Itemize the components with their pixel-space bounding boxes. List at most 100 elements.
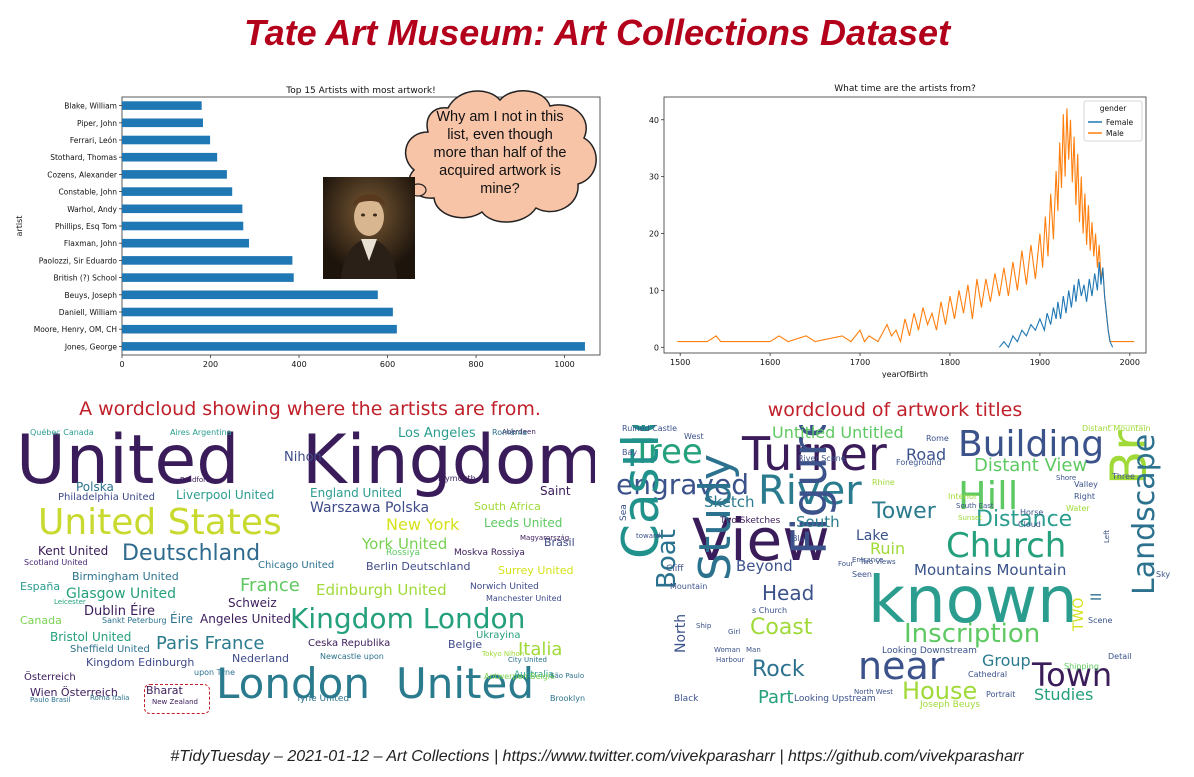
bar — [122, 221, 244, 231]
wordcloud-word: Ruin — [870, 539, 906, 558]
y-tick-label: Paolozzi, Sir Eduardo — [39, 256, 118, 265]
wordcloud-word: Interior — [948, 492, 978, 501]
portrait-painting-icon — [323, 177, 415, 279]
wordcloud-word: River — [758, 468, 862, 514]
wordcloud-word: near — [858, 644, 945, 688]
wordcloud-word: Sheffield United — [70, 644, 150, 655]
wordcloud-word: Aberdeen — [502, 428, 536, 436]
bar — [122, 101, 202, 110]
wordcloud-word: France — [240, 575, 300, 596]
bar — [122, 238, 250, 248]
wordcloud-word: Harbour — [716, 656, 745, 664]
wordcloud-word: South East — [956, 502, 994, 510]
bar — [122, 290, 378, 300]
y-tick-label: Moore, Henry, OM, CH — [34, 325, 117, 334]
bar — [122, 273, 294, 282]
x-tick-label: 600 — [380, 360, 395, 369]
wordcloud-word: Three — [1112, 472, 1135, 481]
wordcloud-word: Shore — [1056, 474, 1077, 482]
wordcloud-word: London — [216, 659, 370, 708]
wordcloud-word: Nederland — [232, 652, 290, 665]
y-tick-label: 20 — [649, 230, 659, 239]
wordcloud-word: Magyarország — [520, 534, 570, 542]
wordcloud-word: Kingdom London — [290, 602, 526, 635]
wordcloud-word: Chicago United — [258, 560, 335, 571]
wordcloud-word: Part — [758, 687, 794, 708]
wordcloud-word: Inscription — [904, 619, 1041, 649]
wordcloud-word: Bharat — [146, 684, 183, 697]
wordcloud-word: Glasgow United — [66, 586, 176, 602]
wordcloud-word: Right — [1074, 492, 1096, 501]
y-tick-label: Warhol, Andy — [67, 205, 117, 214]
wordcloud-word: toward — [636, 532, 661, 540]
wordcloud-word: TWO — [1071, 597, 1087, 631]
wordcloud-word: Bradford — [180, 476, 211, 484]
wordcloud-word: Ceska Republika — [308, 638, 391, 649]
wordcloud-word: Cloud — [1018, 520, 1041, 529]
y-tick-label: Daniell, William — [59, 308, 117, 317]
x-tick-label: 400 — [291, 360, 306, 369]
wordcloud-word: Italia — [518, 639, 563, 660]
wordcloud-word: Ukrayina — [476, 630, 521, 641]
legend-label: Female — [1106, 118, 1134, 127]
y-tick-label: Beuys, Joseph — [65, 291, 118, 300]
series-line-female — [998, 261, 1114, 349]
wordcloud-word: Warszawa Polska — [310, 500, 430, 516]
wordcloud-word: Sunset — [958, 514, 983, 522]
wordcloud-word: Beyond — [736, 557, 793, 575]
wordcloud-word: Distant View — [974, 455, 1088, 476]
wordcloud-word: Rhine — [872, 478, 895, 487]
wordcloud-word: City United — [508, 656, 547, 664]
bharat-highlight-box — [144, 684, 210, 714]
legend-label: Male — [1106, 129, 1124, 138]
wordcloud-word: Coast — [750, 615, 813, 640]
wordcloud-word: Valley — [1074, 480, 1098, 489]
wordcloud-word: Saint — [540, 484, 571, 498]
bar — [122, 342, 585, 351]
wordcloud-word: Tokyo Nihon — [482, 650, 525, 658]
wordcloud-word: Studies — [1034, 685, 1094, 704]
wordcloud-word: Norwich United — [470, 582, 539, 592]
wordcloud-word: Four — [838, 560, 854, 568]
wordcloud-word: Manchester United — [486, 594, 562, 603]
y-tick-label: Cozens, Alexander — [47, 170, 118, 179]
wordcloud-word: Los Angeles — [398, 426, 476, 441]
y-tick-label: Phillips, Esq Tom — [55, 222, 117, 231]
wordcloud-word: Sea — [619, 504, 629, 521]
bar — [122, 324, 397, 334]
x-tick-label: 800 — [468, 360, 483, 369]
x-tick-label: 1500 — [670, 358, 690, 367]
x-tick-label: 2000 — [1120, 358, 1140, 367]
wordcloud-word: Roma Italia — [90, 694, 130, 702]
x-axis-label: yearOfBirth — [882, 370, 928, 378]
wordcloud-word: Portrait — [986, 690, 1016, 699]
wordcloud-word: Leicester — [54, 598, 86, 606]
y-tick-label: Piper, John — [77, 119, 117, 128]
wordcloud-origin-title: A wordcloud showing where the artists ar… — [79, 398, 541, 420]
wordcloud-word: Looking Upstream — [794, 694, 876, 704]
bar — [122, 118, 203, 128]
wordcloud-word: New York — [386, 515, 460, 534]
wordcloud-word: Sketch — [704, 493, 755, 511]
wordcloud-word: Liverpool United — [176, 488, 275, 502]
wordcloud-artwork-titles: TreeTurnerBuildingengravedRiverHillBridg… — [612, 425, 1188, 715]
wordcloud-word: Two Sketches — [720, 516, 781, 526]
wordcloud-word: United States — [38, 502, 282, 543]
x-tick-label: 1700 — [850, 358, 870, 367]
wordcloud-word: Rome — [926, 434, 949, 443]
wordcloud-word: Belgie — [448, 638, 483, 651]
wordcloud-word: Québec Canada — [30, 428, 94, 437]
x-tick-label: 1600 — [760, 358, 780, 367]
wordcloud-word: York United — [362, 535, 448, 553]
y-tick-label: Blake, William — [64, 102, 117, 111]
y-tick-label: Flaxman, John — [64, 239, 117, 248]
wordcloud-word: Town — [1032, 656, 1113, 694]
wordcloud-word: Dublin Éire — [84, 604, 155, 619]
wordcloud-word: upon Tyne — [194, 668, 236, 677]
wordcloud-word: II — [1089, 592, 1105, 601]
wordcloud-word: Bay — [622, 448, 638, 457]
wordcloud-word: Antwerpen Belgie — [484, 672, 555, 681]
wordcloud-word: Rock — [752, 657, 805, 682]
x-tick-label: 1800 — [940, 358, 960, 367]
x-tick-label: 1000 — [554, 360, 574, 369]
